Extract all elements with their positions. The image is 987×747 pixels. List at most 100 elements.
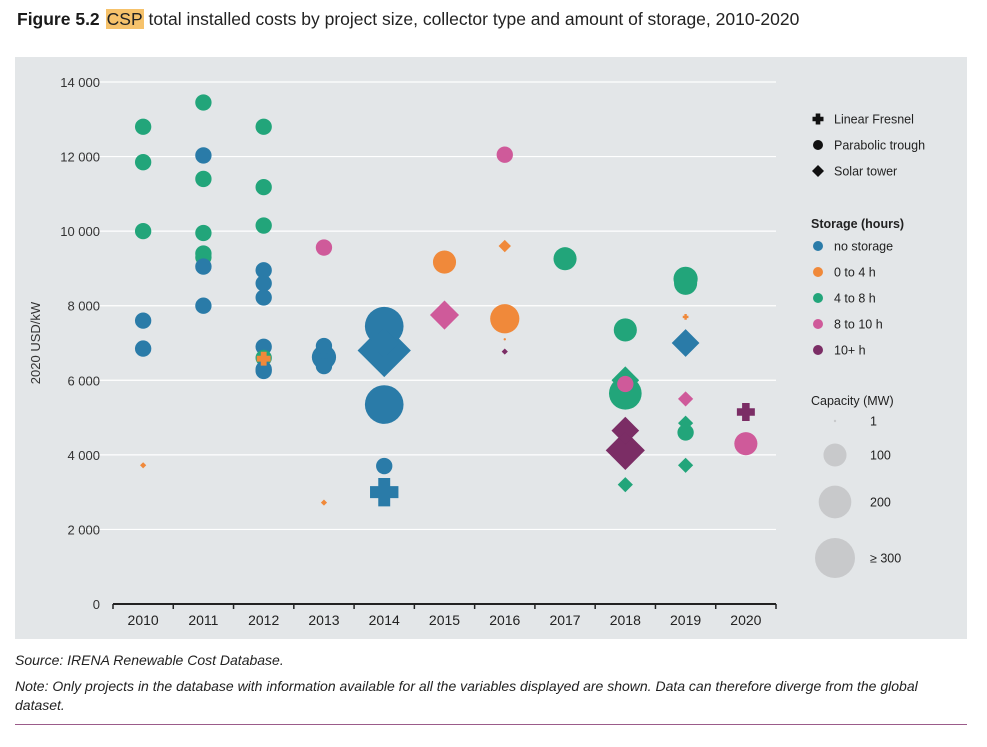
circle-point bbox=[503, 338, 506, 341]
legend-collector-label: Linear Fresnel bbox=[834, 113, 914, 127]
diamond-point bbox=[611, 416, 640, 445]
diamond-point bbox=[320, 499, 328, 506]
legend-storage-swatch bbox=[813, 241, 823, 251]
circle-point bbox=[613, 318, 637, 342]
plus-point bbox=[682, 314, 689, 320]
figure-number: Figure 5.2 bbox=[17, 9, 100, 29]
legend-storage-swatch bbox=[813, 293, 823, 303]
circle-point bbox=[134, 312, 152, 329]
legend-storage-label: no storage bbox=[834, 240, 893, 254]
circle-point bbox=[315, 357, 333, 375]
circle-point bbox=[134, 118, 152, 135]
y-axis-label: 2020 USD/kW bbox=[28, 301, 43, 384]
circle-point bbox=[364, 385, 404, 424]
diamond-point bbox=[678, 415, 694, 431]
circle-point bbox=[674, 271, 698, 295]
plus-point bbox=[256, 351, 271, 366]
legend-capacity-bubble bbox=[823, 443, 847, 467]
legend-storage-label: 10+ h bbox=[834, 344, 866, 358]
x-tick-label: 2010 bbox=[128, 612, 159, 628]
x-tick-label: 2017 bbox=[549, 612, 580, 628]
footer-divider bbox=[15, 724, 967, 725]
circle-point bbox=[617, 375, 634, 393]
legend-storage-swatch bbox=[813, 319, 823, 329]
legend-storage-swatch bbox=[813, 267, 823, 277]
circle-point bbox=[195, 147, 212, 164]
x-tick-label: 2011 bbox=[188, 612, 218, 628]
legend-capacity-label: ≥ 300 bbox=[870, 552, 901, 566]
diamond-point bbox=[501, 348, 508, 355]
legend-collector-label: Solar tower bbox=[834, 165, 897, 179]
y-tick-label: 6 000 bbox=[67, 373, 100, 388]
diamond-point bbox=[605, 430, 645, 470]
y-tick-label: 2 000 bbox=[67, 522, 100, 537]
y-tick-label: 4 000 bbox=[67, 448, 100, 463]
diamond-point bbox=[429, 300, 460, 330]
source-note: Source: IRENA Renewable Cost Database. bbox=[15, 652, 284, 668]
figure-title: Figure 5.2 CSP total installed costs by p… bbox=[17, 9, 799, 30]
diamond-point bbox=[617, 477, 633, 493]
circle-point bbox=[432, 250, 457, 274]
x-tick-label: 2018 bbox=[610, 612, 641, 628]
legend-capacity-label: 200 bbox=[870, 496, 891, 510]
legend-storage-label: 8 to 10 h bbox=[834, 318, 883, 332]
x-tick-label: 2015 bbox=[429, 612, 460, 628]
legend-capacity-bubble bbox=[818, 485, 852, 519]
circle-point bbox=[255, 262, 272, 279]
x-tick-label: 2012 bbox=[248, 612, 279, 628]
y-tick-label: 8 000 bbox=[67, 299, 100, 314]
x-tick-label: 2020 bbox=[730, 612, 761, 628]
diamond-point bbox=[619, 431, 632, 445]
circle-point bbox=[195, 94, 212, 111]
circle-point bbox=[490, 304, 520, 334]
diamond-point bbox=[678, 391, 694, 407]
circle-point bbox=[255, 275, 272, 292]
diamond-point bbox=[369, 327, 400, 359]
diamond-point bbox=[140, 462, 147, 469]
legend-storage-label: 0 to 4 h bbox=[834, 266, 876, 280]
circle-point bbox=[255, 289, 272, 306]
legend-diamond-icon bbox=[812, 165, 824, 177]
x-tick-label: 2013 bbox=[308, 612, 339, 628]
legend-plus-icon bbox=[812, 113, 824, 125]
diamond-point bbox=[671, 329, 700, 357]
footnote: Note: Only projects in the database with… bbox=[15, 678, 918, 713]
circle-point bbox=[134, 340, 152, 357]
circle-point bbox=[364, 306, 404, 346]
diamond-point bbox=[678, 457, 694, 473]
circle-point bbox=[195, 224, 212, 242]
circle-point bbox=[315, 337, 333, 355]
circle-point bbox=[255, 338, 272, 355]
legend-storage-title: Storage (hours) bbox=[811, 217, 904, 231]
figure-title-text: total installed costs by project size, c… bbox=[148, 9, 800, 29]
circle-point bbox=[677, 424, 694, 441]
plus-point bbox=[736, 402, 755, 421]
circle-point bbox=[255, 362, 272, 380]
circle-point bbox=[255, 118, 272, 135]
legend-capacity-label: 1 bbox=[870, 415, 877, 429]
figure-title-highlight: CSP bbox=[105, 9, 144, 29]
plus-point bbox=[370, 477, 399, 507]
x-tick-label: 2014 bbox=[369, 612, 400, 628]
circle-point bbox=[195, 258, 212, 275]
legend-storage-label: 4 to 8 h bbox=[834, 292, 876, 306]
y-tick-label: 10 000 bbox=[60, 224, 100, 239]
y-tick-label: 12 000 bbox=[60, 150, 100, 165]
gridlines bbox=[80, 81, 776, 531]
y-tick-label: 14 000 bbox=[60, 75, 100, 90]
circle-point bbox=[376, 457, 393, 475]
circle-point bbox=[134, 153, 152, 171]
axes: 0 2 000 4 000 6 000 8 000 10 000 12 000 14 000 2… bbox=[28, 75, 777, 628]
legend-storage-swatch bbox=[813, 345, 823, 355]
legend-capacity-bubble bbox=[815, 538, 855, 578]
legend-collector-label: Parabolic trough bbox=[834, 139, 925, 153]
circle-point bbox=[553, 247, 577, 271]
chart-area bbox=[15, 57, 967, 639]
circle-point bbox=[195, 170, 212, 188]
legend-circle-icon bbox=[813, 140, 823, 150]
legend: Linear Fresnel Parabolic trough Solar towe… bbox=[811, 113, 925, 578]
diamond-point bbox=[498, 239, 511, 253]
circle-point bbox=[134, 222, 152, 240]
circle-point bbox=[195, 297, 212, 314]
